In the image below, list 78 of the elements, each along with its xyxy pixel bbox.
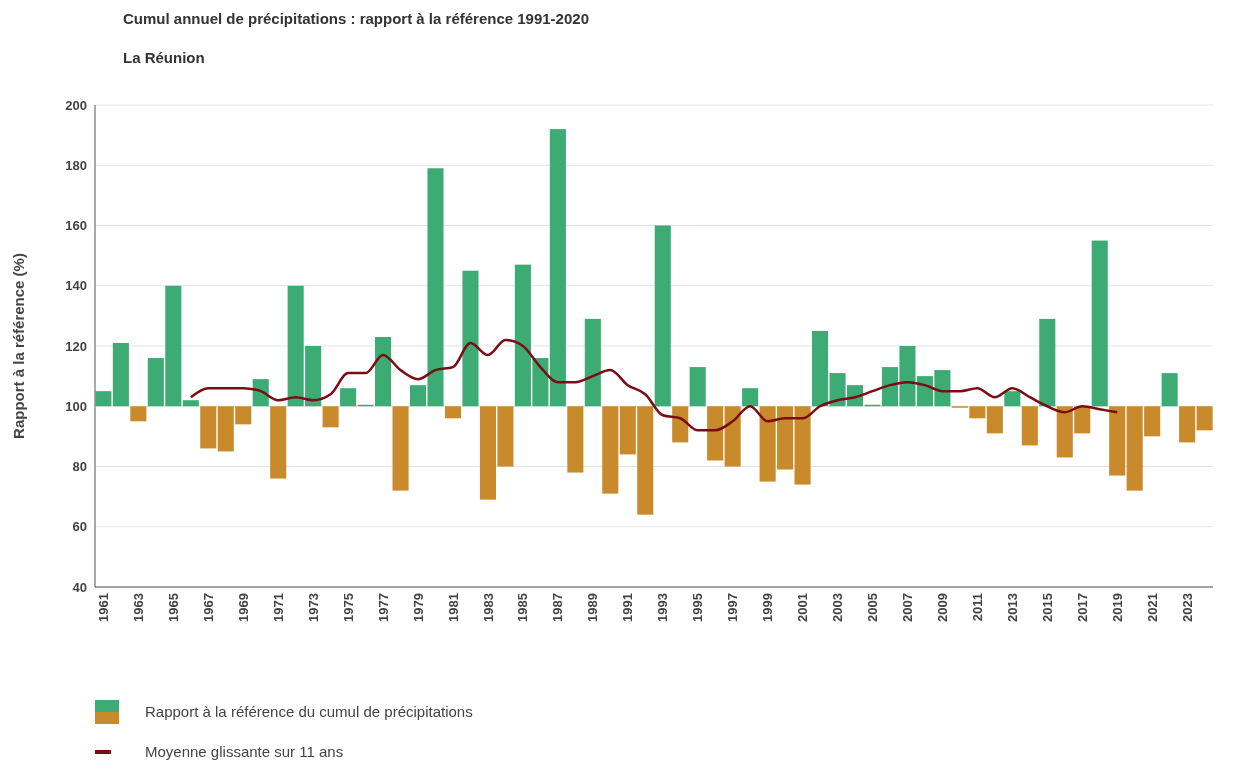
- bar: [1091, 240, 1108, 407]
- bar: [444, 406, 462, 419]
- x-tick-label: 2009: [934, 593, 950, 622]
- bar: [270, 406, 287, 479]
- x-tick-label: 2019: [1109, 593, 1125, 622]
- x-tick-label: 1979: [410, 593, 426, 622]
- y-axis-title: Rapport à la référence (%): [10, 253, 27, 439]
- bar: [200, 406, 217, 449]
- x-tick-label: 2013: [1004, 593, 1020, 622]
- x-tick-label: 1999: [760, 593, 776, 622]
- chart-title: Cumul annuel de précipitations : rapport à la référence 1991-2020: [123, 10, 589, 27]
- x-tick-label: 1985: [515, 593, 531, 622]
- bar: [689, 367, 706, 407]
- x-tick-label: 1991: [620, 593, 636, 622]
- x-tick-label: 2011: [969, 593, 985, 622]
- bar: [1161, 373, 1178, 407]
- bar: [130, 406, 147, 422]
- bar: [95, 391, 112, 407]
- bar: [1004, 391, 1021, 407]
- bar: [322, 406, 339, 428]
- bar: [654, 225, 671, 407]
- bar: [392, 406, 409, 491]
- y-tick-label: 40: [72, 579, 87, 595]
- x-tick-label: 1983: [480, 593, 496, 622]
- bar: [672, 406, 689, 443]
- x-tick-label: 2003: [830, 593, 846, 622]
- x-tick-label: 1997: [725, 593, 741, 622]
- x-tick-label: 2007: [900, 593, 916, 622]
- x-tick-label: 1971: [270, 593, 286, 622]
- y-tick-label: 140: [65, 278, 87, 294]
- x-tick-label: 1961: [95, 593, 111, 622]
- bar: [1021, 406, 1038, 446]
- x-tick-label: 1993: [655, 593, 671, 622]
- x-tick-label: 1995: [690, 593, 706, 622]
- x-tick-label: 1989: [585, 593, 601, 622]
- bar: [724, 406, 741, 467]
- x-tick-label: 2023: [1179, 593, 1195, 622]
- y-tick-label: 180: [65, 157, 87, 173]
- y-tick-label: 160: [65, 218, 87, 234]
- x-tick-label: 1973: [305, 593, 321, 622]
- x-tick-label: 1963: [130, 593, 146, 622]
- x-tick-label: 1965: [165, 593, 181, 622]
- x-tick-label: 1977: [375, 593, 391, 622]
- bar: [1039, 318, 1056, 407]
- bar: [602, 406, 619, 494]
- x-tick-label: 2017: [1074, 593, 1090, 622]
- bar: [182, 400, 199, 407]
- y-tick-label: 200: [65, 97, 87, 113]
- y-tick-label: 100: [65, 398, 87, 414]
- bar: [462, 270, 479, 407]
- bar: [584, 318, 601, 407]
- y-tick-label: 80: [72, 459, 87, 475]
- bar: [1196, 406, 1213, 431]
- legend-label: Moyenne glissante sur 11 ans: [145, 743, 344, 761]
- bar: [742, 388, 759, 407]
- x-tick-label: 1987: [550, 593, 566, 622]
- x-tick-label: 2005: [865, 593, 881, 622]
- bar: [986, 406, 1003, 434]
- y-tick-label: 60: [72, 519, 87, 535]
- bar: [567, 406, 584, 473]
- legend-label: Rapport à la référence du cumul de précipitations: [145, 703, 473, 721]
- x-tick-label: 1975: [340, 593, 356, 622]
- bar: [1179, 406, 1196, 443]
- x-tick-label: 1967: [200, 593, 216, 622]
- bar: [794, 406, 811, 485]
- bar: [707, 406, 724, 461]
- bar: [549, 129, 566, 407]
- x-tick-label: 2015: [1039, 593, 1055, 622]
- y-tick-label: 120: [65, 338, 87, 354]
- chart-subtitle: La Réunion: [123, 49, 205, 66]
- x-tick-label: 1969: [235, 593, 251, 622]
- line-series: [189, 338, 1119, 432]
- bar: [340, 388, 357, 407]
- x-tick-label: 2021: [1144, 593, 1160, 622]
- x-tick-label: 1981: [445, 593, 461, 622]
- bar: [1109, 406, 1126, 476]
- x-tick-label: 2001: [795, 593, 811, 622]
- bar: [112, 342, 129, 407]
